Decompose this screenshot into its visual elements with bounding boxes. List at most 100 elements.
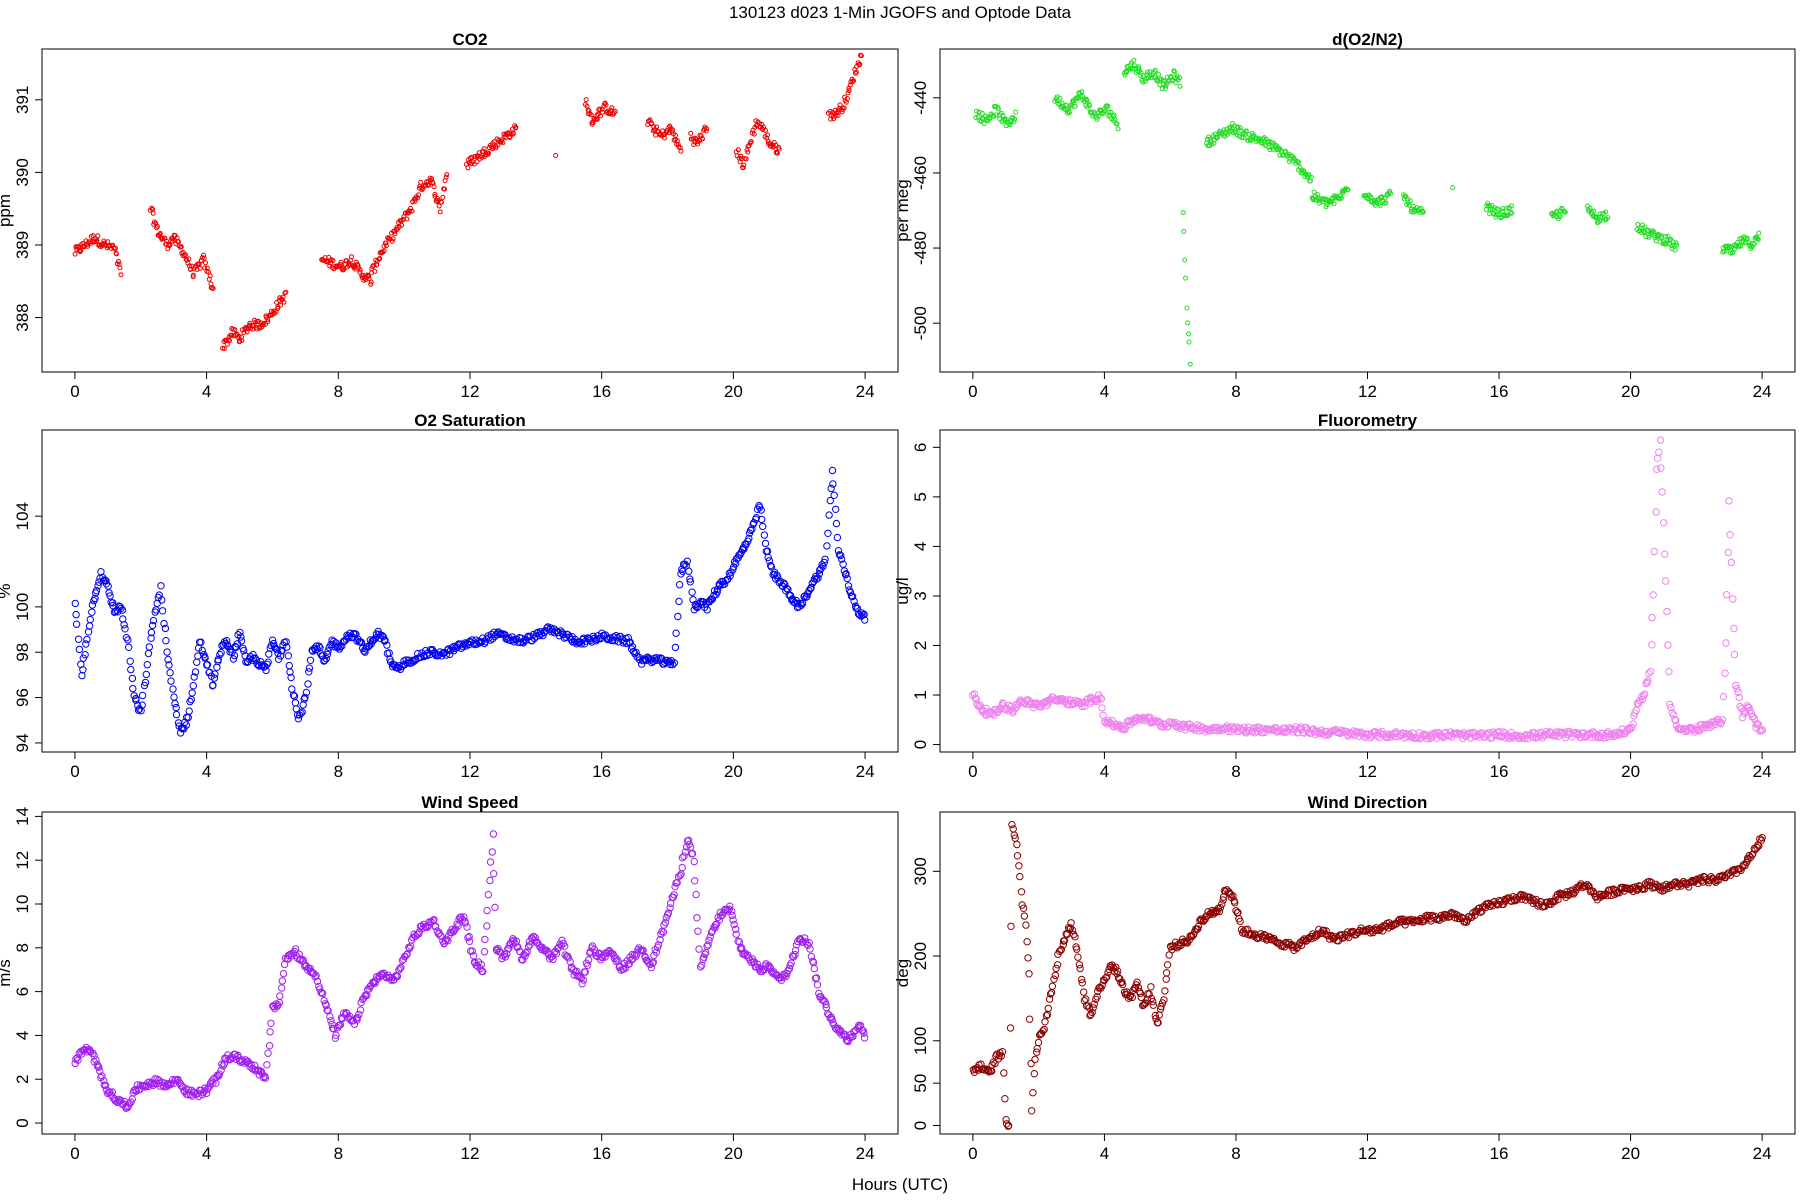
- data-point: [1093, 695, 1102, 704]
- y-tick-label: 50: [911, 1074, 930, 1093]
- data-point: [583, 961, 592, 969]
- data-point: [553, 153, 559, 158]
- data-point: [1082, 995, 1090, 1003]
- data-point: [1656, 436, 1665, 444]
- y-tick-label: 4: [13, 1031, 32, 1040]
- y-tick-label: 1: [911, 690, 930, 699]
- data-point: [654, 941, 663, 949]
- data-point: [1160, 996, 1168, 1004]
- data-point: [857, 61, 863, 67]
- data-point: [597, 113, 603, 119]
- data-point: [760, 126, 766, 132]
- data-point: [826, 496, 834, 505]
- data-point: [465, 932, 473, 941]
- data-point: [1173, 944, 1181, 952]
- data-point: [848, 1033, 856, 1041]
- data-point: [573, 967, 581, 976]
- data-point: [1114, 121, 1120, 127]
- y-tick-label: -500: [911, 306, 930, 340]
- data-point: [94, 582, 102, 590]
- data-point: [794, 599, 802, 608]
- data-point: [1722, 591, 1731, 599]
- data-point: [1042, 1011, 1051, 1020]
- data-point: [557, 627, 565, 635]
- data-point: [209, 681, 217, 689]
- data-point: [1296, 160, 1302, 166]
- data-point: [218, 1060, 226, 1068]
- data-point: [1019, 904, 1028, 912]
- x-tick-label: 16: [1490, 762, 1509, 781]
- data-point: [154, 223, 160, 229]
- data-point: [324, 647, 332, 655]
- data-point: [153, 599, 161, 608]
- data-point: [652, 948, 661, 956]
- data-point: [834, 547, 843, 555]
- data-point: [258, 662, 266, 670]
- data-point: [167, 677, 175, 685]
- data-point: [974, 108, 979, 114]
- data-point: [144, 649, 153, 658]
- data-point: [201, 252, 206, 258]
- data-point: [738, 156, 744, 162]
- data-point: [653, 132, 659, 138]
- y-tick-label: 0: [911, 740, 930, 749]
- data-point: [1025, 1015, 1034, 1023]
- x-tick-label: 12: [1358, 1144, 1377, 1163]
- panel-title: O2 Saturation: [414, 411, 525, 430]
- data-point: [1509, 203, 1514, 209]
- data-point: [464, 933, 472, 942]
- data-point: [1586, 729, 1594, 737]
- data-point: [852, 70, 858, 76]
- data-point: [444, 172, 450, 178]
- data-point: [117, 1096, 125, 1105]
- data-point: [104, 582, 112, 590]
- data-point: [1183, 275, 1188, 281]
- data-point: [1067, 919, 1075, 927]
- data-point: [211, 670, 219, 678]
- data-point: [341, 267, 347, 272]
- data-points: [973, 58, 1762, 367]
- data-point: [542, 946, 551, 954]
- y-tick-label: 2: [13, 1075, 32, 1084]
- data-point: [279, 969, 288, 978]
- data-point: [88, 608, 96, 616]
- data-point: [1753, 720, 1762, 728]
- data-point: [407, 208, 413, 214]
- data-point: [1078, 979, 1087, 987]
- data-point: [172, 703, 180, 712]
- data-point: [1421, 730, 1429, 738]
- data-point: [1089, 110, 1095, 116]
- data-point: [1642, 224, 1648, 230]
- panel-title: CO2: [453, 30, 488, 49]
- data-point: [468, 947, 476, 955]
- data-point: [703, 606, 711, 614]
- data-point: [1243, 128, 1249, 134]
- y-tick-label: 300: [911, 857, 930, 885]
- data-point: [670, 659, 678, 667]
- data-point: [510, 131, 516, 137]
- data-point: [437, 932, 445, 940]
- data-point: [1246, 131, 1252, 137]
- data-point: [1730, 624, 1738, 633]
- data-point: [1227, 890, 1235, 899]
- data-point: [404, 216, 410, 222]
- data-point: [320, 996, 328, 1005]
- x-tick-label: 8: [334, 1144, 343, 1163]
- data-point: [383, 240, 389, 246]
- data-point: [1657, 464, 1665, 472]
- y-tick-label: 12: [13, 851, 32, 870]
- data-point: [1157, 1002, 1165, 1011]
- data-point: [1066, 924, 1075, 932]
- x-tick-label: 16: [592, 762, 611, 781]
- data-point: [1641, 690, 1649, 698]
- data-point: [1162, 85, 1168, 91]
- data-point: [1044, 1004, 1053, 1013]
- data-point: [1108, 109, 1114, 115]
- data-point: [698, 133, 704, 139]
- data-point: [740, 545, 748, 553]
- data-point: [588, 942, 597, 950]
- data-point: [328, 1020, 336, 1029]
- data-point: [696, 963, 705, 971]
- data-point: [1648, 613, 1656, 622]
- data-point: [124, 636, 132, 644]
